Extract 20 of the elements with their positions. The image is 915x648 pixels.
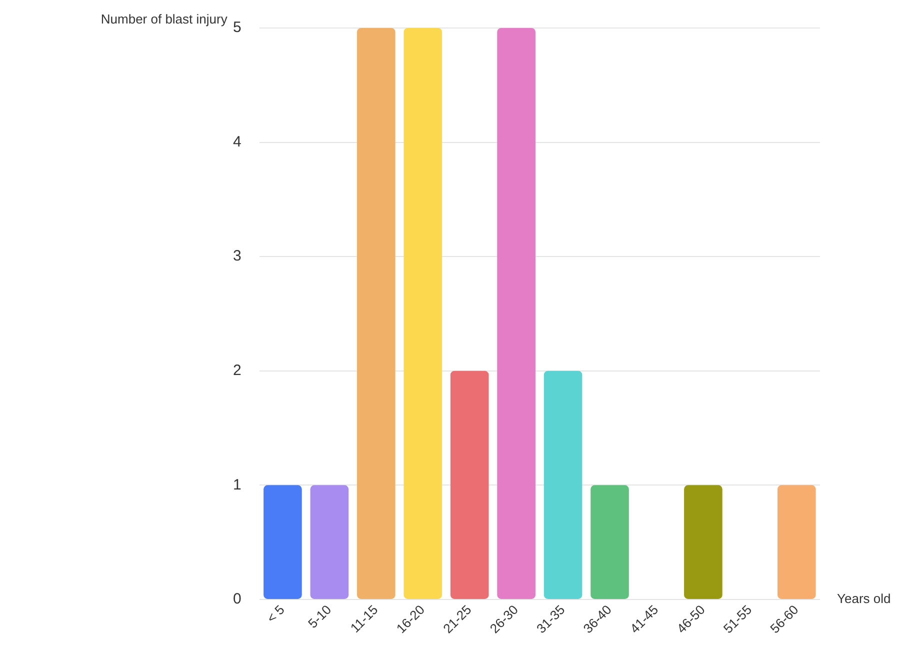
- x-tick-label: < 5: [264, 602, 288, 626]
- y-tick-label: 2: [233, 362, 242, 380]
- bar: [356, 28, 396, 599]
- bar: [450, 370, 489, 599]
- bar: [590, 485, 629, 599]
- bar: [684, 485, 722, 599]
- bar: [310, 485, 349, 599]
- y-axis-title: Number of blast injury: [100, 12, 228, 27]
- x-axis-title: Years old: [837, 591, 891, 606]
- bar: [544, 370, 582, 599]
- y-tick-label: 3: [233, 248, 242, 265]
- y-tick-label: 5: [233, 19, 242, 36]
- y-tick-label: 0: [233, 590, 242, 608]
- bar: [497, 28, 536, 599]
- x-tick-label: 5-10: [305, 602, 334, 632]
- y-tick-label: 4: [233, 133, 242, 150]
- bar: [777, 485, 816, 599]
- bar: [264, 485, 302, 599]
- bar: [404, 28, 442, 599]
- y-tick-label: 1: [233, 476, 242, 494]
